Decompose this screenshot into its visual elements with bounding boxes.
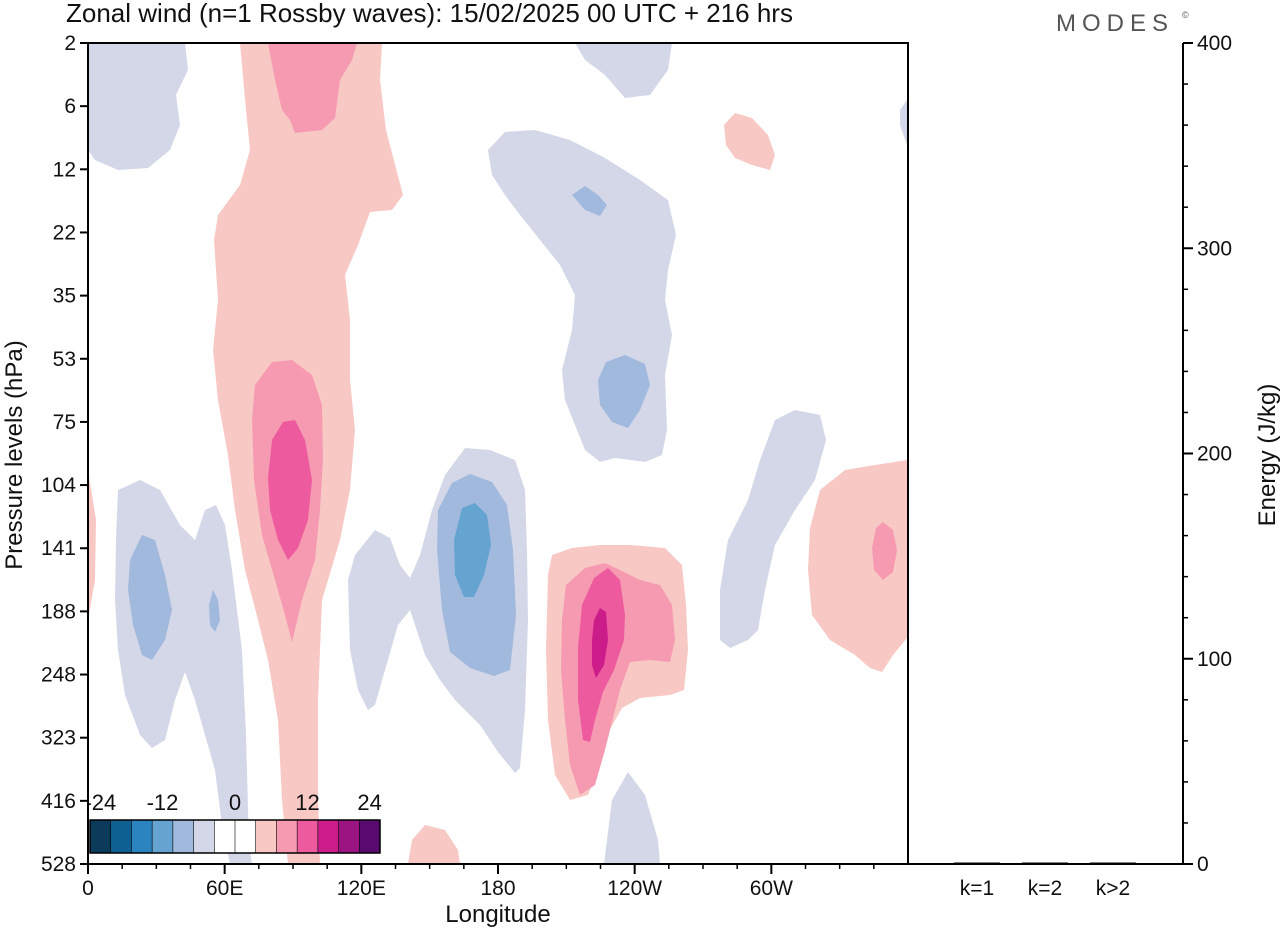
energy-tick-label: 400 bbox=[1197, 32, 1232, 55]
x-axis-ticks: 0 60E 120E 180 120W 60W bbox=[82, 864, 793, 900]
x-tick-label: 180 bbox=[480, 877, 515, 900]
colorbar-swatch bbox=[152, 820, 174, 853]
colorbar-label: -12 bbox=[147, 790, 179, 815]
energy-category-label: k=1 bbox=[960, 877, 994, 900]
colorbar-label: 24 bbox=[357, 790, 381, 815]
x-axis-minor-ticks bbox=[121, 864, 875, 869]
contour-negative bbox=[604, 772, 660, 864]
x-tick-label: 120W bbox=[607, 877, 662, 900]
y-tick-label: 141 bbox=[41, 537, 76, 560]
contour-positive bbox=[872, 522, 897, 580]
y-axis-label: Pressure levels (hPa) bbox=[1, 340, 28, 569]
brand-text: MODES bbox=[1056, 10, 1174, 37]
contour-positive bbox=[268, 43, 357, 133]
colorbar-swatch bbox=[131, 820, 153, 853]
contour-positive bbox=[268, 420, 312, 560]
colorbar-swatch bbox=[255, 820, 277, 853]
colorbar-label: 12 bbox=[295, 790, 319, 815]
energy-x-categories: k=1 k=2 k>2 bbox=[960, 877, 1130, 900]
colorbar-swatch bbox=[110, 820, 132, 853]
contour-negative bbox=[454, 503, 491, 597]
colorbar-swatch bbox=[172, 820, 195, 853]
contour-negative bbox=[572, 186, 607, 216]
colorbar-swatch bbox=[90, 820, 112, 853]
y-axis-ticks: 2 6 12 22 35 53 75 104 141 188 248 323 416 528 bbox=[41, 32, 88, 876]
y-tick-label: 104 bbox=[41, 474, 76, 497]
contour-negative bbox=[720, 410, 826, 648]
contour-negative bbox=[209, 590, 220, 632]
energy-category-label: k=2 bbox=[1028, 877, 1062, 900]
energy-bar bbox=[1022, 862, 1068, 864]
colorbar-swatch bbox=[297, 820, 319, 853]
y-tick-label: 12 bbox=[53, 158, 76, 181]
colorbar-label: 0 bbox=[229, 790, 241, 815]
energy-tick-label: 0 bbox=[1197, 853, 1209, 876]
x-tick-label: 0 bbox=[82, 877, 94, 900]
y-tick-label: 75 bbox=[53, 411, 76, 434]
energy-bar-plot: 0 100 200 300 400 k=1 k=2 k>2 bbox=[908, 32, 1232, 900]
energy-bars bbox=[954, 862, 1136, 864]
energy-bar bbox=[1090, 862, 1136, 864]
y-tick-label: 248 bbox=[41, 664, 76, 687]
heatmap-plot: -24 -12 0 12 24 bbox=[84, 43, 908, 864]
energy-tick-label: 100 bbox=[1197, 648, 1232, 671]
energy-tick-label: 200 bbox=[1197, 443, 1232, 466]
contour-negative bbox=[88, 43, 188, 170]
contour-positive bbox=[592, 608, 608, 678]
y-tick-label: 323 bbox=[41, 727, 76, 750]
colorbar-swatch bbox=[338, 820, 360, 853]
contour-negative bbox=[128, 535, 172, 660]
colorbar-swatch bbox=[276, 820, 298, 853]
colorbar: -24 -12 0 12 24 bbox=[84, 790, 382, 854]
contour-negative bbox=[575, 43, 672, 98]
colorbar-swatch bbox=[359, 820, 381, 853]
brand-mark: © bbox=[1182, 10, 1189, 20]
y-tick-label: 6 bbox=[64, 95, 76, 118]
y-tick-label: 188 bbox=[41, 600, 76, 623]
brand-logo: MODES © bbox=[1056, 10, 1189, 37]
x-tick-label: 60W bbox=[750, 877, 793, 900]
y-tick-label: 528 bbox=[41, 853, 76, 876]
y-tick-label: 416 bbox=[41, 790, 76, 813]
y-tick-label: 22 bbox=[53, 221, 76, 244]
colorbar-swatch bbox=[235, 820, 257, 853]
y-tick-label: 53 bbox=[53, 348, 76, 371]
contour-positive bbox=[88, 470, 96, 620]
x-tick-label: 60E bbox=[206, 877, 243, 900]
energy-tick-label: 300 bbox=[1197, 237, 1232, 260]
x-tick-label: 120E bbox=[337, 877, 386, 900]
energy-bar bbox=[954, 862, 1000, 864]
energy-category-label: k>2 bbox=[1096, 877, 1130, 900]
x-axis-label: Longitude bbox=[445, 901, 550, 928]
colorbar-label: -24 bbox=[84, 790, 116, 815]
colorbar-swatch bbox=[193, 820, 215, 853]
contour-negative bbox=[598, 355, 650, 428]
colorbar-swatch bbox=[317, 820, 340, 853]
energy-y-ticks: 0 100 200 300 400 bbox=[1183, 32, 1232, 876]
contour-positive bbox=[808, 460, 907, 672]
colorbar-swatch bbox=[214, 820, 236, 853]
contour-positive bbox=[724, 113, 775, 170]
contour-negative bbox=[900, 100, 907, 145]
y-tick-label: 35 bbox=[53, 285, 76, 308]
chart-title: Zonal wind (n=1 Rossby waves): 15/02/202… bbox=[66, 0, 793, 28]
contour-positive bbox=[408, 825, 460, 864]
energy-axis-label: Energy (J/kg) bbox=[1254, 384, 1280, 527]
y-tick-label: 2 bbox=[64, 32, 76, 55]
